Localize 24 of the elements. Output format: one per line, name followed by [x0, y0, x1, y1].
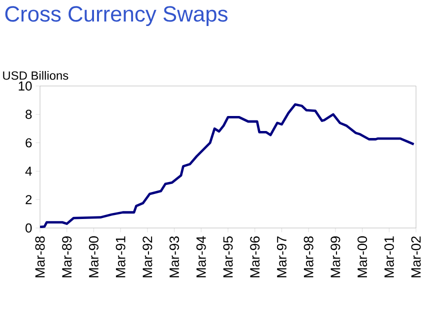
x-tick-label: Mar-98 [304, 236, 314, 278]
x-tick-label: Mar-99 [330, 236, 340, 278]
y-tick-label: 2 [26, 195, 32, 204]
x-tick-label: Mar-90 [88, 236, 98, 278]
line-series [40, 103, 415, 228]
x-tick-label: Mar-89 [62, 236, 72, 278]
x-tick-label: Mar-92 [142, 236, 152, 278]
x-tick-label: Mar-91 [116, 236, 126, 278]
x-tick-label: Mar-02 [411, 236, 421, 278]
y-tick-label: 0 [26, 223, 32, 233]
y-tick-label: 6 [26, 138, 32, 148]
x-tick-label: Mar-00 [358, 236, 368, 278]
y-tick-label: 8 [26, 110, 32, 119]
x-tick-label: Mar-96 [250, 236, 260, 278]
x-tick-label: Mar-88 [35, 236, 45, 278]
x-tick-label: Mar-97 [276, 236, 286, 278]
x-tick-label: Mar-01 [384, 236, 394, 278]
chart-title: Cross Currency Swaps [5, 6, 228, 26]
y-axis-title: USD Billions [3, 71, 68, 80]
x-tick-label: Mar-95 [223, 236, 233, 278]
x-tick-label: Mar-94 [196, 236, 206, 278]
x-tick-label: Mar-93 [170, 236, 180, 278]
y-tick-label: 4 [25, 166, 32, 176]
y-tick-label: 10 [18, 81, 32, 91]
